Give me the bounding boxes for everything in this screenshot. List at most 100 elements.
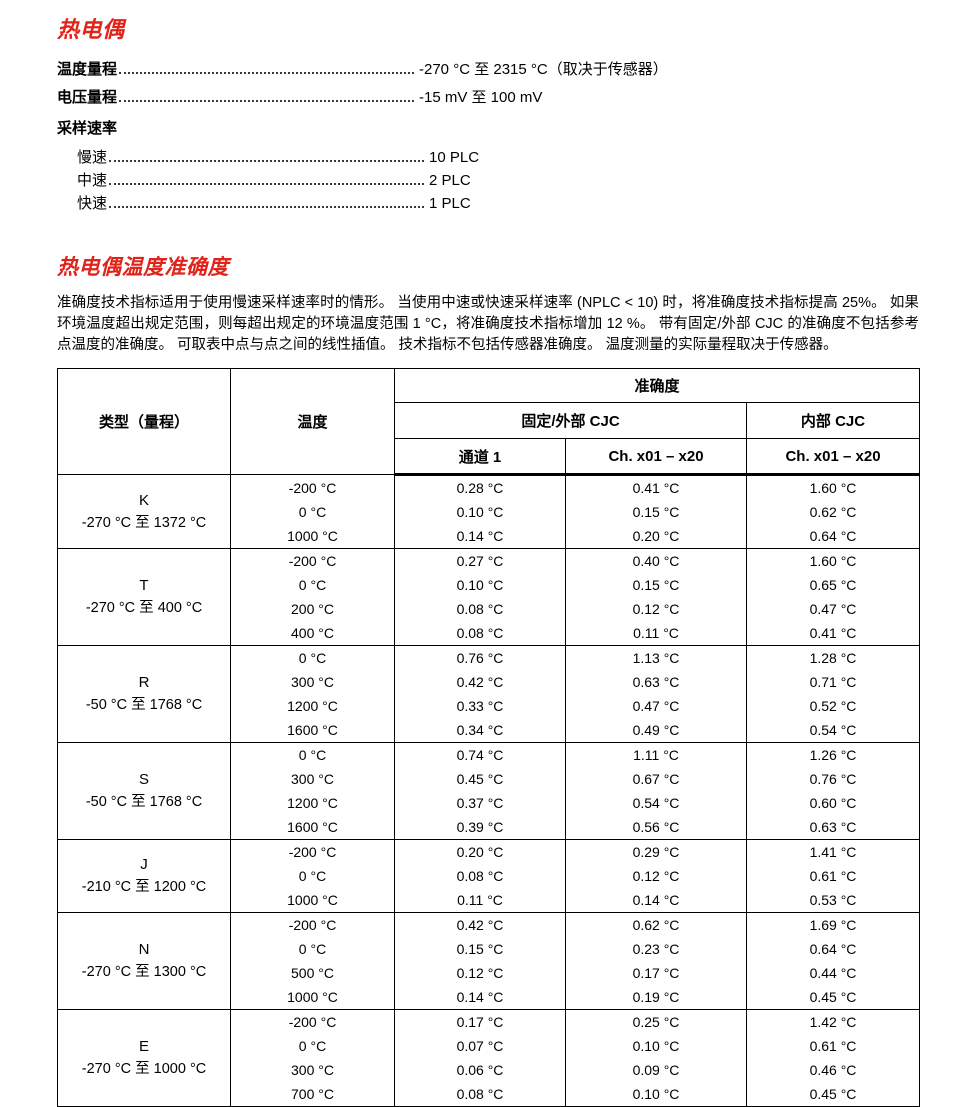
temperature-cell: 300 °C — [230, 670, 395, 694]
col-header-channel-1: 通道 1 — [394, 438, 566, 476]
table-row: E -270 °C 至 1000 °C -200 °C 0.17 °C 0.25 °C 1… — [57, 1009, 920, 1107]
ch-x01-x20-accuracy-cell: 0.15 °C — [565, 500, 747, 524]
temperature-cell: -200 °C — [230, 839, 395, 864]
spec-row-voltage-range: 电压量程 -15 mV 至 100 mV — [57, 88, 922, 107]
internal-cjc-accuracy-cell: 0.60 °C — [746, 791, 920, 815]
thermocouple-accuracy-table: 类型（量程） 温度 准确度 固定/外部 CJC 内部 CJC 通道 1 Ch. … — [57, 368, 920, 1107]
thermocouple-type: R — [138, 674, 150, 691]
col-header-ch-x01-x20-internal: Ch. x01 – x20 — [746, 438, 920, 476]
temperature-cell: -200 °C — [230, 1009, 395, 1034]
table-row: T -270 °C 至 400 °C -200 °C 0.27 °C 0.40 °C 1.… — [57, 548, 920, 646]
col-header-temperature: 温度 — [230, 368, 395, 475]
table-row: 1000 °C 0.14 °C 0.19 °C 0.45 °C — [58, 985, 920, 1010]
internal-cjc-accuracy-cell: 0.64 °C — [746, 524, 920, 549]
internal-cjc-accuracy-cell: 0.64 °C — [746, 937, 920, 961]
spec-row-fast-rate: 快速 1 PLC — [57, 194, 922, 213]
internal-cjc-accuracy-cell: 1.42 °C — [746, 1009, 920, 1034]
col-header-type: 类型（量程） — [57, 368, 231, 475]
table-row: 300 °C 0.42 °C 0.63 °C 0.71 °C — [58, 670, 920, 694]
channel1-accuracy-cell: 0.14 °C — [394, 524, 566, 549]
ch-x01-x20-accuracy-cell: 0.40 °C — [565, 548, 747, 573]
dotted-leader — [109, 160, 424, 162]
channel1-accuracy-cell: 0.37 °C — [394, 791, 566, 815]
ch-x01-x20-accuracy-cell: 0.47 °C — [565, 694, 747, 718]
spec-label: 采样速率 — [57, 120, 118, 137]
accuracy-paragraph: 准确度技术指标适用于使用慢速采样速率时的情形。 当使用中速或快速采样速率 (NP… — [57, 295, 919, 353]
ch-x01-x20-accuracy-cell: 0.12 °C — [565, 864, 747, 888]
table-row: 0 °C 0.10 °C 0.15 °C 0.62 °C — [58, 500, 920, 524]
dotted-leader — [119, 72, 414, 74]
channel1-accuracy-cell: 0.08 °C — [394, 864, 566, 888]
temperature-cell: 1000 °C — [230, 985, 395, 1010]
table-row: 300 °C 0.06 °C 0.09 °C 0.46 °C — [58, 1058, 920, 1082]
ch-x01-x20-accuracy-cell: 0.12 °C — [565, 597, 747, 621]
channel1-accuracy-cell: 0.06 °C — [394, 1058, 566, 1082]
internal-cjc-accuracy-cell: 0.61 °C — [746, 1034, 920, 1058]
thermocouple-type: E — [138, 1038, 149, 1055]
channel1-accuracy-cell: 0.17 °C — [394, 1009, 566, 1034]
channel1-accuracy-cell: 0.28 °C — [394, 474, 566, 500]
channel1-accuracy-cell: 0.42 °C — [394, 670, 566, 694]
type-range-cell: N -270 °C 至 1300 °C — [57, 912, 231, 1010]
table-row: 0 °C 0.07 °C 0.10 °C 0.61 °C — [58, 1034, 920, 1058]
temperature-cell: 0 °C — [230, 645, 395, 670]
temperature-cell: 0 °C — [230, 937, 395, 961]
table-row: 300 °C 0.45 °C 0.67 °C 0.76 °C — [58, 767, 920, 791]
ch-x01-x20-accuracy-cell: 0.20 °C — [565, 524, 747, 549]
header-row-cjc: 固定/外部 CJC 内部 CJC — [58, 402, 920, 439]
dotted-leader — [119, 100, 414, 102]
col-header-accuracy: 准确度 — [394, 368, 920, 403]
header-row-accuracy: 类型（量程） 温度 准确度 — [57, 368, 920, 475]
ch-x01-x20-accuracy-cell: 0.10 °C — [565, 1034, 747, 1058]
thermocouple-type: S — [138, 771, 149, 788]
table-row: N -270 °C 至 1300 °C -200 °C 0.42 °C 0.62 °C 1… — [57, 912, 920, 1010]
type-range-cell: E -270 °C 至 1000 °C — [57, 1009, 231, 1107]
internal-cjc-accuracy-cell: 0.53 °C — [746, 888, 920, 913]
spec-lead: 慢速 — [77, 148, 427, 167]
ch-x01-x20-accuracy-cell: 0.29 °C — [565, 839, 747, 864]
ch-x01-x20-accuracy-cell: 0.17 °C — [565, 961, 747, 985]
table-row: 400 °C 0.08 °C 0.11 °C 0.41 °C — [58, 621, 920, 646]
internal-cjc-accuracy-cell: 1.69 °C — [746, 912, 920, 937]
ch-x01-x20-accuracy-cell: 0.11 °C — [565, 621, 747, 646]
temperature-cell: 0 °C — [230, 742, 395, 767]
ch-x01-x20-accuracy-cell: 0.19 °C — [565, 985, 747, 1010]
temperature-cell: 200 °C — [230, 597, 395, 621]
ch-x01-x20-accuracy-cell: 1.13 °C — [565, 645, 747, 670]
temperature-cell: 1600 °C — [230, 718, 395, 743]
ch-x01-x20-accuracy-cell: 1.11 °C — [565, 742, 747, 767]
temperature-cell: 1200 °C — [230, 694, 395, 718]
temperature-cell: 1600 °C — [230, 815, 395, 840]
channel1-accuracy-cell: 0.08 °C — [394, 621, 566, 646]
spec-label: 慢速 — [77, 149, 108, 166]
internal-cjc-accuracy-cell: 0.54 °C — [746, 718, 920, 743]
ch-x01-x20-accuracy-cell: 0.62 °C — [565, 912, 747, 937]
section-heading: 热电偶温度准确度 — [57, 256, 229, 279]
channel1-accuracy-cell: 0.10 °C — [394, 500, 566, 524]
ch-x01-x20-accuracy-cell: 0.10 °C — [565, 1082, 747, 1107]
col-header-internal-cjc: 内部 CJC — [746, 402, 920, 439]
internal-cjc-accuracy-cell: 0.46 °C — [746, 1058, 920, 1082]
spec-row-medium-rate: 中速 2 PLC — [57, 171, 922, 190]
spec-label: 电压量程 — [57, 89, 118, 106]
thermocouple-type: T — [139, 577, 149, 594]
channel1-accuracy-cell: 0.39 °C — [394, 815, 566, 840]
type-range-cell: J -210 °C 至 1200 °C — [57, 839, 231, 913]
channel1-accuracy-cell: 0.15 °C — [394, 937, 566, 961]
temperature-cell: 400 °C — [230, 621, 395, 646]
channel1-accuracy-cell: 0.11 °C — [394, 888, 566, 913]
ch-x01-x20-accuracy-cell: 0.14 °C — [565, 888, 747, 913]
channel1-accuracy-cell: 0.45 °C — [394, 767, 566, 791]
table-header: 类型（量程） 温度 准确度 固定/外部 CJC 内部 CJC 通道 1 Ch. … — [57, 368, 920, 476]
table-row: 1600 °C 0.39 °C 0.56 °C 0.63 °C — [58, 815, 920, 840]
internal-cjc-accuracy-cell: 0.44 °C — [746, 961, 920, 985]
channel1-accuracy-cell: 0.34 °C — [394, 718, 566, 743]
channel1-accuracy-cell: 0.07 °C — [394, 1034, 566, 1058]
spec-row-slow-rate: 慢速 10 PLC — [57, 148, 922, 167]
temperature-cell: 0 °C — [230, 864, 395, 888]
internal-cjc-accuracy-cell: 0.41 °C — [746, 621, 920, 646]
thermocouple-range: -270 °C 至 1300 °C — [81, 964, 207, 980]
channel1-accuracy-cell: 0.12 °C — [394, 961, 566, 985]
table-row: R -50 °C 至 1768 °C 0 °C 0.76 °C 1.13 °C 1.28 … — [57, 645, 920, 743]
